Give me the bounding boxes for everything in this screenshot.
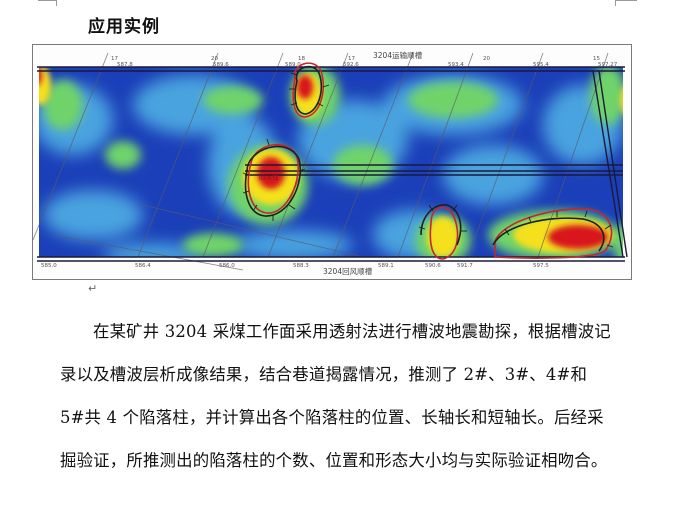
svg-text:18: 18 — [298, 56, 305, 62]
collapse-column-outline-right-large-red — [494, 208, 613, 259]
svg-text:595.4: 595.4 — [533, 62, 549, 68]
svg-text:20: 20 — [483, 56, 490, 62]
section-heading: 应用实例 — [88, 17, 160, 37]
svg-text:592.6: 592.6 — [343, 62, 359, 68]
svg-text:589.1: 589.1 — [378, 263, 394, 269]
svg-text:589.0: 589.0 — [285, 62, 301, 68]
collapse-column-outlines — [244, 62, 613, 260]
svg-text:589.6: 589.6 — [213, 62, 229, 68]
velocity-field — [39, 67, 623, 257]
body-paragraph: 在某矿井 3204 采煤工作面采用透射法进行槽波地震勘探，根据槽波记录以及槽波层… — [60, 322, 611, 470]
svg-text:586.0: 586.0 — [219, 263, 235, 269]
svg-text:17: 17 — [111, 56, 118, 62]
tomography-map: 3204运输顺槽 3204回风顺槽 17 20 18 17 20 15 587.… — [33, 50, 628, 276]
top-station-labels: 17 20 18 17 20 15 587.8 589.6 589.0 592.… — [111, 56, 618, 68]
paragraph-mark: ↵ — [88, 282, 98, 295]
bottom-station-labels: 585.0 586.4 586.0 588.3 589.1 590.6 591.… — [41, 263, 549, 269]
svg-text:586.4: 586.4 — [135, 263, 151, 269]
top-roadway-label: 3204运输顺槽 — [373, 50, 423, 60]
svg-text:597.27: 597.27 — [598, 62, 618, 68]
svg-text:587.8: 587.8 — [117, 62, 133, 68]
collapse-column-outline-right-small-red — [429, 206, 459, 260]
svg-text:585.0: 585.0 — [41, 263, 57, 269]
anomaly-label: 陷落柱 — [259, 172, 279, 181]
bottom-roadway-label: 3204回风顺槽 — [323, 266, 373, 276]
svg-text:20: 20 — [211, 56, 218, 62]
outline-tick-marks — [242, 72, 614, 248]
seismic-tomography-figure: 3204运输顺槽 3204回风顺槽 17 20 18 17 20 15 587.… — [32, 44, 632, 280]
margin-mark-left-vertical — [56, 0, 57, 6]
margin-mark-right-vertical — [615, 0, 616, 6]
svg-text:17: 17 — [348, 56, 355, 62]
svg-text:597.5: 597.5 — [533, 263, 549, 269]
roadways — [37, 66, 628, 262]
collapse-column-outline-middle-red — [247, 143, 299, 214]
svg-text:590.6: 590.6 — [425, 263, 441, 269]
margin-mark-right-horizontal — [615, 0, 637, 1]
svg-text:15: 15 — [593, 56, 600, 62]
collapse-column-outline-middle-dark — [244, 145, 301, 217]
svg-text:593.4: 593.4 — [448, 62, 464, 68]
collapse-column-outline-top-red — [292, 62, 325, 118]
svg-text:588.3: 588.3 — [293, 263, 309, 269]
survey-grid-lines — [33, 52, 609, 271]
margin-mark-left-horizontal — [38, 0, 56, 1]
collapse-column-outline-right-small-dark — [420, 204, 462, 246]
svg-text:591.7: 591.7 — [457, 263, 473, 269]
